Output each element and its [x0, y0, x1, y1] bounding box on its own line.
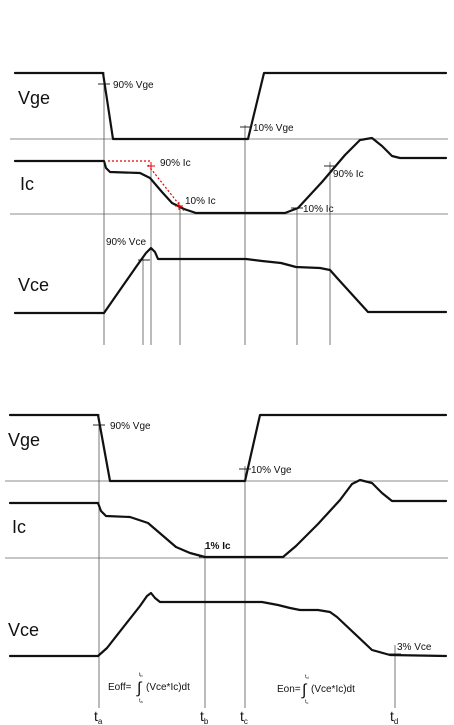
top-vce90-annotation: 90% Vce — [106, 237, 146, 248]
top-ic90-on-annotation: 90% Ic — [333, 169, 364, 180]
eoff-lower-limit: ta — [139, 698, 143, 704]
bottom-diagram: Vge Ic Vce 90% Vge 10% Vge 1% Ic 3% Vce … — [5, 413, 448, 725]
top-vge10-annotation: 10% Vge — [253, 123, 294, 134]
eoff-integral-sign: ∫ — [136, 680, 143, 697]
bottom-vce-wave — [8, 591, 448, 658]
top-ic10-off-annotation: 10% Ic — [185, 196, 216, 207]
eon-expression: (Vce*Ic)dt — [311, 684, 355, 695]
top-vge-label: Vge — [18, 88, 50, 108]
bottom-vge10-annotation: 10% Vge — [251, 465, 292, 476]
top-ic-wave — [13, 136, 448, 215]
top-vge90-annotation: 90% Vge — [113, 80, 154, 91]
top-diagram: Vge Ic Vce 90% Vge 10% Vge 90% Ic 10% Ic… — [10, 71, 448, 345]
bottom-vce-label: Vce — [8, 620, 39, 640]
eon-upper-limit: td — [305, 674, 309, 680]
bottom-ic-label: Ic — [12, 517, 26, 537]
time-mark-tb: tb — [200, 708, 209, 725]
top-ic-label: Ic — [20, 174, 34, 194]
top-ic90-off-annotation: 90% Ic — [160, 158, 191, 169]
eon-lower-limit: tc — [305, 699, 308, 705]
top-vce-label: Vce — [18, 275, 49, 295]
eoff-formula: Eoff= ∫ tb ta (Vce*Ic)dt — [108, 672, 190, 704]
bottom-vce3-annotation: 3% Vce — [397, 642, 432, 653]
bottom-ic1-annotation: 1% Ic — [205, 541, 231, 552]
time-mark-ta: ta — [94, 708, 103, 725]
eon-integral-sign: ∫ — [301, 682, 308, 699]
time-mark-td: td — [390, 708, 398, 725]
top-vce-wave — [13, 246, 448, 315]
time-mark-tc: tc — [240, 708, 248, 725]
top-ic10-on-annotation: 10% Ic — [303, 204, 334, 215]
eon-formula: Eon= ∫ td tc (Vce*Ic)dt — [277, 674, 355, 705]
bottom-vge-label: Vge — [8, 430, 40, 450]
bottom-ic-wave — [8, 478, 448, 559]
eoff-expression: (Vce*Ic)dt — [146, 682, 190, 693]
eon-prefix: Eon= — [277, 684, 301, 695]
bottom-vge-wave — [8, 413, 448, 483]
bottom-vge90-annotation: 90% Vge — [110, 421, 151, 432]
top-vge-wave — [13, 71, 448, 141]
eoff-prefix: Eoff= — [108, 682, 132, 693]
eoff-upper-limit: tb — [139, 672, 143, 678]
